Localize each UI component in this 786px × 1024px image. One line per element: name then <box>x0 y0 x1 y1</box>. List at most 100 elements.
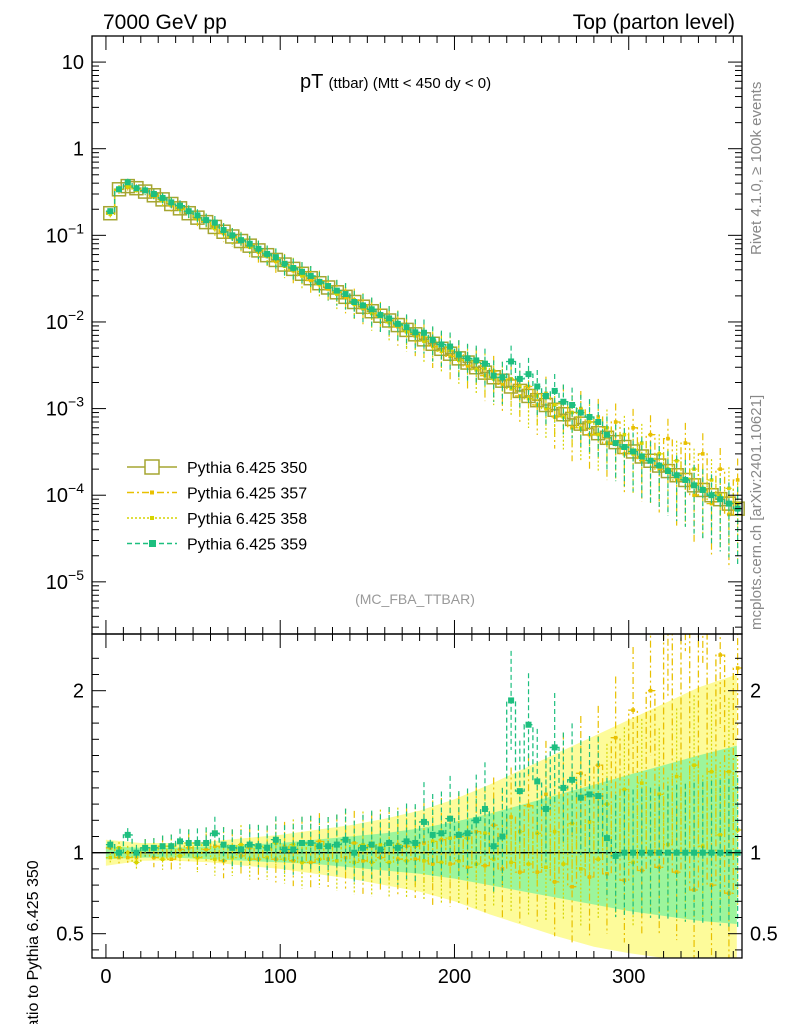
ratio-panel <box>92 580 742 958</box>
ratio-point <box>639 781 644 785</box>
ratio-point <box>664 849 671 856</box>
data-point <box>666 436 670 441</box>
data-point <box>648 432 653 437</box>
ratio-point <box>499 833 506 840</box>
legend-label: Pythia 6.425 358 <box>187 511 307 528</box>
ratio-point <box>351 849 358 856</box>
ratio-point <box>544 865 548 870</box>
data-point <box>683 441 688 445</box>
tick-base: 1 <box>73 139 84 161</box>
ratio-point <box>727 769 731 774</box>
data-point <box>142 187 149 194</box>
header-left: 7000 GeV pp <box>103 11 227 34</box>
band-green <box>105 745 737 924</box>
data-point <box>735 478 740 482</box>
legend-entry-1: Pythia 6.425 357 <box>127 486 307 503</box>
ratio-y-label-left-2: 0.5 <box>56 924 84 946</box>
ratio-point <box>430 862 435 866</box>
data-point <box>638 453 645 460</box>
data-point <box>473 357 480 364</box>
ratio-point <box>684 580 688 584</box>
ratio-point <box>359 844 366 851</box>
data-point <box>438 341 445 348</box>
data-point <box>596 432 601 437</box>
data-point <box>587 420 592 424</box>
tick-exponent: −5 <box>68 567 84 583</box>
ratio-point <box>195 855 200 860</box>
ratio-point <box>622 787 627 792</box>
ratio-point <box>481 805 488 812</box>
data-point <box>246 240 253 247</box>
ratio-point <box>361 842 365 847</box>
ratio-point <box>439 860 444 865</box>
watermark: (MC_FBA_TTBAR) <box>355 591 475 607</box>
ratio-point <box>577 794 584 801</box>
ratio-point <box>631 708 635 712</box>
ratio-point <box>108 855 113 860</box>
ratio-point <box>342 836 349 843</box>
legend-marker <box>144 459 160 475</box>
data-point <box>343 296 348 300</box>
ratio-y-label-right-0: 2 <box>750 681 761 703</box>
x-tick-label-2: 200 <box>438 966 471 988</box>
legend-entry-2: Pythia 6.425 358 <box>127 511 307 528</box>
data-point <box>500 382 505 387</box>
data-point <box>316 278 323 285</box>
data-point <box>490 372 497 379</box>
ratio-point <box>596 857 601 861</box>
data-point <box>647 457 654 464</box>
ratio-point <box>213 857 217 861</box>
y-tick-label-1: 1 <box>73 139 84 161</box>
data-point <box>300 274 304 278</box>
data-point <box>656 462 663 469</box>
tick-base: 10 <box>46 225 68 247</box>
ratio-point <box>569 776 576 783</box>
ratio-point <box>308 860 313 865</box>
ratio-point <box>125 855 130 860</box>
ratio-point <box>516 788 523 795</box>
ratio-point <box>648 688 653 693</box>
data-point <box>682 476 689 483</box>
ratio-point <box>378 842 383 847</box>
ratio-point <box>116 849 123 856</box>
ratio-point <box>264 844 271 851</box>
data-point <box>447 343 454 350</box>
ratio-point <box>621 849 628 856</box>
data-point <box>308 278 313 283</box>
data-point <box>194 212 201 219</box>
ratio-point <box>666 629 670 633</box>
data-point <box>177 202 184 209</box>
ratio-point <box>717 849 724 856</box>
data-point <box>361 306 365 311</box>
ratio-point <box>194 839 201 846</box>
ratio-point <box>429 831 436 838</box>
tick-base: 10 <box>46 399 68 421</box>
ratio-point <box>691 849 698 856</box>
data-point <box>342 291 349 298</box>
ratio-point <box>438 830 445 837</box>
legend-entry-0: Pythia 6.425 350 <box>127 459 307 477</box>
ratio-point <box>403 838 410 845</box>
data-point <box>725 500 732 507</box>
ratio-point <box>718 833 723 837</box>
data-point <box>325 283 332 290</box>
data-point <box>116 186 123 193</box>
ratio-point <box>281 846 288 853</box>
data-point <box>464 355 471 362</box>
ratio-point <box>272 836 279 843</box>
header-right: Top (parton level) <box>573 11 735 34</box>
ratio-point <box>413 857 418 861</box>
data-point <box>560 398 567 405</box>
ratio-point <box>656 849 663 856</box>
data-point <box>335 292 339 296</box>
ratio-point <box>420 818 427 825</box>
data-point <box>691 482 698 489</box>
ratio-point <box>682 849 689 856</box>
ratio-point <box>394 844 401 851</box>
ratio-point <box>282 844 287 849</box>
ratio-point <box>237 846 244 853</box>
data-point <box>499 374 506 381</box>
legend-marker <box>150 516 154 520</box>
